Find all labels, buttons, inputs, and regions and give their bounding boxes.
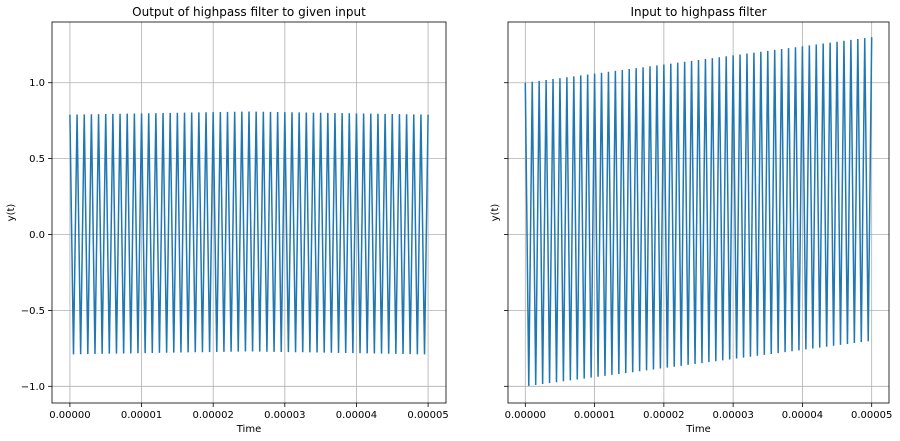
input-signal-line [524,37,873,386]
input-plot: 0.00000 0.00001 0.00002 0.00003 0.00004 0.000… [490,5,892,435]
y-tick-label: −1.0 [21,382,45,393]
y-tick-label: 0.0 [29,230,45,241]
y-tick-label: −0.5 [21,306,45,317]
output-plot-title: Output of highpass filter to given input [132,5,366,19]
x-tick-label: 0.00004 [782,410,823,421]
y-tick-label: 0.5 [29,154,45,165]
x-tick-label: 0.00002 [193,410,234,421]
x-tick-label: 0.00000 [49,410,90,421]
output-y-axis-label: y(t) [6,204,17,222]
x-tick-label: 0.00001 [121,410,162,421]
output-plot: 0.00000 0.00001 0.00002 0.00003 0.00004 0.000… [6,5,449,435]
x-tick-label: 0.00003 [712,410,753,421]
output-signal-line [69,111,429,355]
input-y-axis-label: y(t) [490,204,501,222]
x-tick-label: 0.00002 [643,410,684,421]
y-tick-label: 1.0 [29,78,45,89]
x-tick-label: 0.00001 [574,410,615,421]
plot-frame [507,21,890,404]
plot-frame [51,21,447,404]
x-tick-label: 0.00000 [505,410,546,421]
input-plot-title: Input to highpass filter [630,5,766,19]
x-tick-label: 0.00005 [407,410,448,421]
x-tick-label: 0.00005 [851,410,892,421]
x-tick-label: 0.00004 [336,410,377,421]
input-x-axis-label: Time [685,424,710,435]
x-tick-label: 0.00003 [264,410,305,421]
output-x-axis-label: Time [236,424,261,435]
